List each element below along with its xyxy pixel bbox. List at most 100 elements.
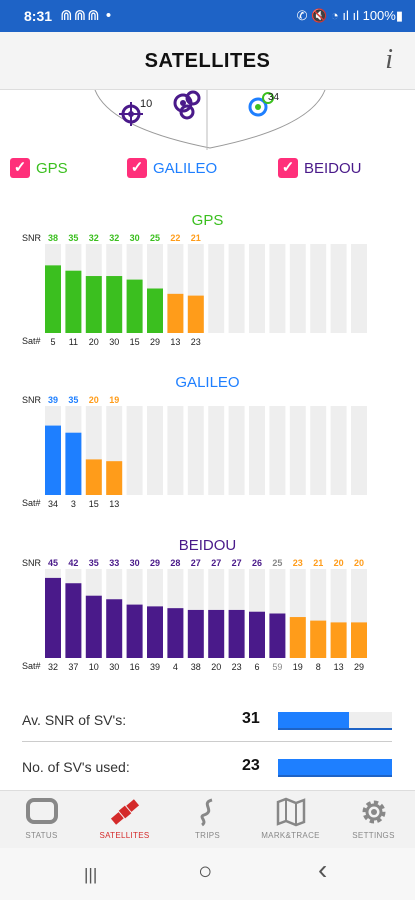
snr-bar-15	[126, 279, 143, 333]
snr-bar-8	[310, 620, 327, 658]
snr-value-label: 38	[48, 233, 58, 243]
nav-mark-trace[interactable]: MARK&TRACE	[249, 791, 332, 849]
snr-bar-15	[85, 459, 102, 495]
snr-value-label: 45	[48, 558, 58, 568]
checkbox-checked-icon: ✓	[127, 158, 147, 178]
snr-value-label: 27	[211, 558, 221, 568]
avg-snr-bar	[278, 712, 392, 730]
snr-bar-23	[228, 609, 245, 658]
snr-value-label: 35	[68, 395, 78, 405]
sat-number-label: 4	[173, 662, 178, 672]
galileo-checkbox-label: GALILEO	[153, 159, 218, 177]
beidou-checkbox[interactable]: ✓ BEIDOU	[278, 158, 362, 178]
sat-number-label: 11	[69, 337, 78, 347]
avg-snr-row: Av. SNR of SV's: 31	[0, 700, 415, 740]
snr-value-label: 42	[68, 558, 78, 568]
sat-number-label: 20	[89, 337, 99, 347]
status-icon	[26, 798, 58, 824]
bar-slot-bg	[351, 244, 367, 333]
snr-value-label: 35	[68, 233, 78, 243]
back-icon[interactable]: ‹	[318, 854, 328, 885]
gps-bars: 38 5 35 11 32 20 32 30 30 15 25 29 22 13 21 23	[45, 233, 367, 347]
status-bar: 8:31 ⋒⋒⋒ • ✆ 🔇 ◔ ıl ıl 100%▮	[0, 0, 415, 32]
gps-checkbox[interactable]: ✓ GPS	[10, 158, 68, 178]
snr-value-label: 20	[354, 558, 364, 568]
sky-plot-graphic: 10 34	[94, 89, 326, 150]
recents-icon[interactable]: |||	[84, 865, 98, 884]
sat-number-label: 23	[232, 662, 242, 672]
gps-snr-chart: GPS SNR Sat# 38 5 35 11 32 20 32 30 30 15 25 29 22 13…	[0, 208, 415, 353]
sat-number-label: 13	[170, 337, 180, 347]
avg-snr-label: Av. SNR of SV's:	[22, 712, 127, 728]
sat-number-label: 5	[50, 337, 55, 347]
bar-slot-bg	[208, 406, 225, 495]
nav-satellites-label: SATELLITES	[99, 831, 150, 840]
snr-bar-4	[167, 608, 184, 658]
sky-sat-cluster-blue[interactable]	[248, 92, 274, 117]
nav-trips-label: TRIPS	[194, 831, 221, 840]
bar-slot-bg	[208, 244, 225, 333]
snr-bar-30	[106, 276, 123, 333]
system-status-icons: ✆ 🔇 ◔ ıl ıl 100%▮	[296, 8, 403, 23]
snr-bar-20	[85, 276, 102, 333]
snr-value-label: 32	[109, 233, 119, 243]
nav-satellites[interactable]: SATELLITES	[83, 791, 166, 849]
snr-value-label: 29	[150, 558, 160, 568]
bar-slot-bg	[249, 244, 265, 333]
sat-number-label: 37	[68, 662, 78, 672]
chart-title: GPS	[191, 212, 224, 229]
sky-sat-cluster-purple[interactable]	[173, 90, 201, 120]
sat-number-label: 39	[150, 662, 160, 672]
sat-number-label: 10	[89, 662, 99, 672]
sat-number-label: 8	[316, 662, 321, 672]
bar-slot-bg	[269, 244, 286, 333]
nav-settings[interactable]: SETTINGS	[332, 791, 415, 849]
snr-value-label: 20	[89, 395, 99, 405]
sat-number-label: 30	[109, 337, 119, 347]
sat-number-label: 29	[354, 662, 364, 672]
snr-bar-13	[167, 293, 184, 333]
snr-value-label: 25	[150, 233, 160, 243]
sat-number-label: 15	[130, 337, 140, 347]
snr-value-label: 30	[130, 233, 140, 243]
page-title: SATELLITES	[144, 50, 271, 72]
gps-checkbox-label: GPS	[36, 159, 68, 177]
snr-axis-label: SNR	[22, 395, 42, 405]
bar-slot-bg	[126, 406, 143, 495]
snr-bar-6	[249, 611, 265, 658]
snr-bar-59	[269, 613, 286, 658]
sat-number-label: 32	[48, 662, 58, 672]
sky-sat-10[interactable]	[119, 102, 143, 126]
snr-value-label: 30	[130, 558, 140, 568]
bar-slot-bg	[289, 244, 306, 333]
galileo-bars: 39 34 35 3 20 15 19 13	[45, 395, 367, 509]
sat-number-label: 13	[109, 499, 119, 509]
system-navigation-bar: ||| ○ ‹	[0, 848, 415, 900]
sv-used-bar-fill	[278, 759, 392, 775]
nav-status[interactable]: STATUS	[0, 791, 83, 849]
snr-bar-29	[351, 622, 367, 658]
satellite-icon	[110, 799, 140, 825]
sat-number-label: 13	[334, 662, 344, 672]
info-icon[interactable]: i	[385, 44, 393, 75]
snr-bar-20	[208, 609, 225, 658]
snr-value-label: 20	[334, 558, 344, 568]
snr-value-label: 39	[48, 395, 58, 405]
avg-snr-value: 31	[242, 710, 260, 727]
snr-bar-19	[289, 617, 306, 658]
nav-trips[interactable]: TRIPS	[166, 791, 249, 849]
status-time: 8:31	[24, 8, 53, 24]
nav-status-label: STATUS	[25, 831, 58, 840]
avg-snr-bar-fill	[278, 712, 349, 728]
chart-title: BEIDOU	[178, 537, 237, 554]
galileo-checkbox[interactable]: ✓ GALILEO	[127, 158, 217, 178]
bar-slot-bg	[351, 406, 367, 495]
home-icon[interactable]: ○	[198, 858, 213, 885]
bar-slot-bg	[147, 406, 163, 495]
bar-slot-bg	[187, 406, 204, 495]
gear-icon	[362, 800, 386, 824]
sky-label-34: 34	[268, 92, 280, 103]
snr-bar-11	[65, 270, 82, 333]
checkbox-checked-icon: ✓	[278, 158, 298, 178]
sat-number-label: 59	[272, 662, 282, 672]
